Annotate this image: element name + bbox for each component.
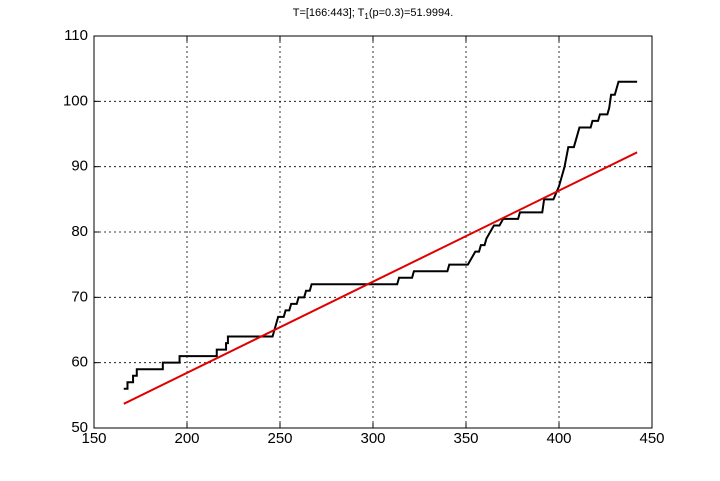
y-tick-label: 110 (64, 27, 88, 44)
title-subscript: 1 (364, 12, 369, 21)
y-tick-label: 80 (71, 223, 88, 240)
x-tick-label: 300 (360, 430, 385, 447)
title-rest: (p=0.3)=51.9994. (369, 7, 453, 19)
x-tick-label: 150 (81, 430, 106, 447)
data-line (123, 151, 638, 405)
title-main: T=[166:443]; T (293, 7, 365, 19)
y-tick-label: 90 (71, 158, 88, 175)
chart-title: T=[166:443]; T1(p=0.3)=51.9994. (293, 7, 454, 21)
axes-box (93, 35, 653, 429)
x-tick-label: 450 (639, 430, 664, 447)
x-tick-label: 250 (267, 430, 292, 447)
y-tick-label: 50 (71, 419, 88, 436)
y-tick-label: 60 (71, 354, 88, 371)
x-tick-label: 350 (453, 430, 478, 447)
data-line (123, 80, 638, 390)
x-tick-label: 400 (546, 430, 571, 447)
y-tick-label: 100 (63, 92, 88, 109)
x-tick-label: 200 (174, 430, 199, 447)
y-tick-label: 70 (71, 288, 88, 305)
